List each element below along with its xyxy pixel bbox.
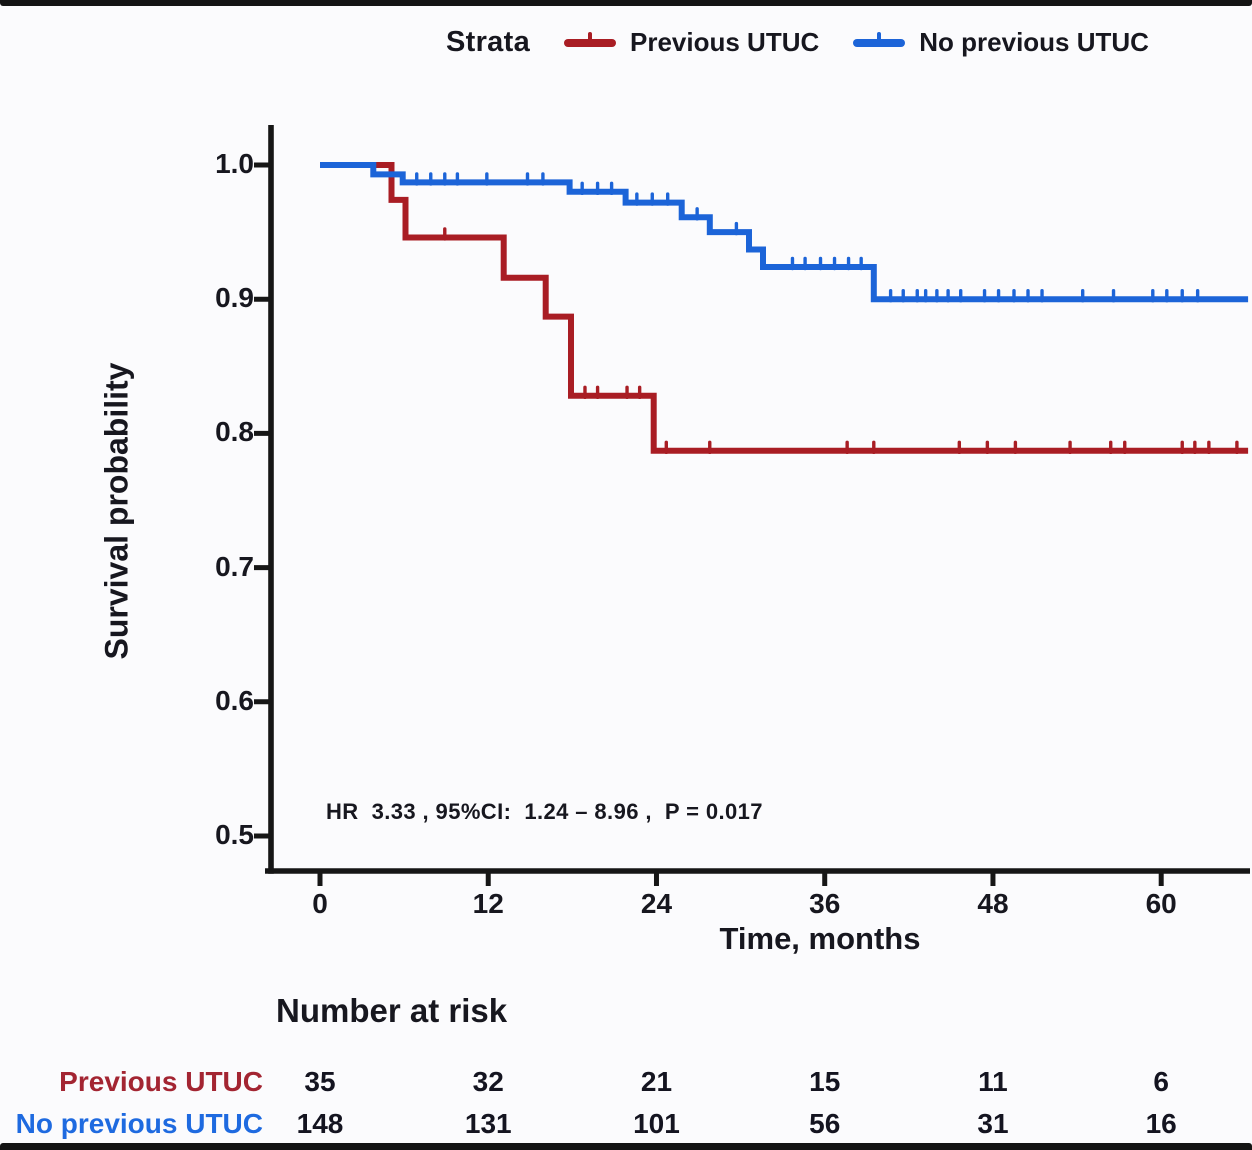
- x-axis-title: Time, months: [719, 921, 921, 956]
- legend-label-no-previous-utuc: No previous UTUC: [919, 27, 1149, 57]
- km-plot-canvas: [254, 125, 1250, 886]
- risk-value: 6: [1153, 1066, 1169, 1097]
- risk-value: 148: [296, 1108, 344, 1139]
- legend-key-blue-icon: [853, 31, 906, 47]
- censor-tick-icon: [877, 31, 882, 47]
- km-curve-previous-utuc: [320, 162, 1249, 454]
- risk-value: 131: [464, 1108, 512, 1139]
- x-tick-label: 24: [640, 888, 673, 919]
- risk-value: 56: [809, 1108, 841, 1139]
- y-tick-label: 1.0: [215, 148, 254, 179]
- risk-table-title: Number at risk: [276, 992, 508, 1029]
- hr-annotation: HR 3.33 , 95%CI: 1.24 – 8.96 , P = 0.017: [326, 799, 763, 824]
- risk-value: 11: [978, 1066, 1008, 1097]
- photo-top-border: [0, 0, 1252, 6]
- risk-value: 15: [809, 1066, 841, 1097]
- x-tick-label: 48: [977, 888, 1009, 919]
- km-curve-no-previous-utuc: [320, 162, 1249, 303]
- risk-value: 31: [977, 1108, 1009, 1139]
- x-tick-label: 60: [1145, 888, 1177, 919]
- risk-value: 21: [640, 1066, 673, 1097]
- legend-label-previous-utuc: Previous UTUC: [630, 27, 820, 57]
- risk-row-label-previous-utuc: Previous UTUC: [59, 1066, 263, 1097]
- censor-tick-icon: [588, 31, 592, 47]
- legend-key-red-icon: [564, 31, 616, 47]
- x-tick-label: 0: [312, 888, 328, 919]
- legend-item-no-previous-utuc: No previous UTUC: [853, 27, 1149, 58]
- legend-item-previous-utuc: Previous UTUC: [564, 27, 819, 58]
- risk-value: 101: [633, 1108, 680, 1139]
- y-tick-label: 0.6: [215, 684, 254, 716]
- risk-value: 35: [304, 1066, 336, 1097]
- x-tick-label: 36: [809, 888, 841, 919]
- y-tick-label: 0.5: [215, 819, 254, 850]
- x-tick-label: 12: [472, 888, 504, 919]
- risk-value: 16: [1145, 1108, 1177, 1139]
- photo-bottom-border: [0, 1143, 1252, 1150]
- risk-row-label-no-previous-utuc: No previous UTUC: [15, 1108, 263, 1139]
- risk-value: 32: [472, 1066, 504, 1097]
- legend: Strata Previous UTUC No previous UTUC: [446, 26, 1149, 59]
- y-tick-label: 0.7: [215, 550, 254, 582]
- y-tick-label: 0.8: [215, 416, 254, 448]
- legend-title: Strata: [446, 26, 530, 58]
- y-tick-label: 0.9: [215, 282, 254, 314]
- y-axis-title: Survival probability: [98, 362, 135, 660]
